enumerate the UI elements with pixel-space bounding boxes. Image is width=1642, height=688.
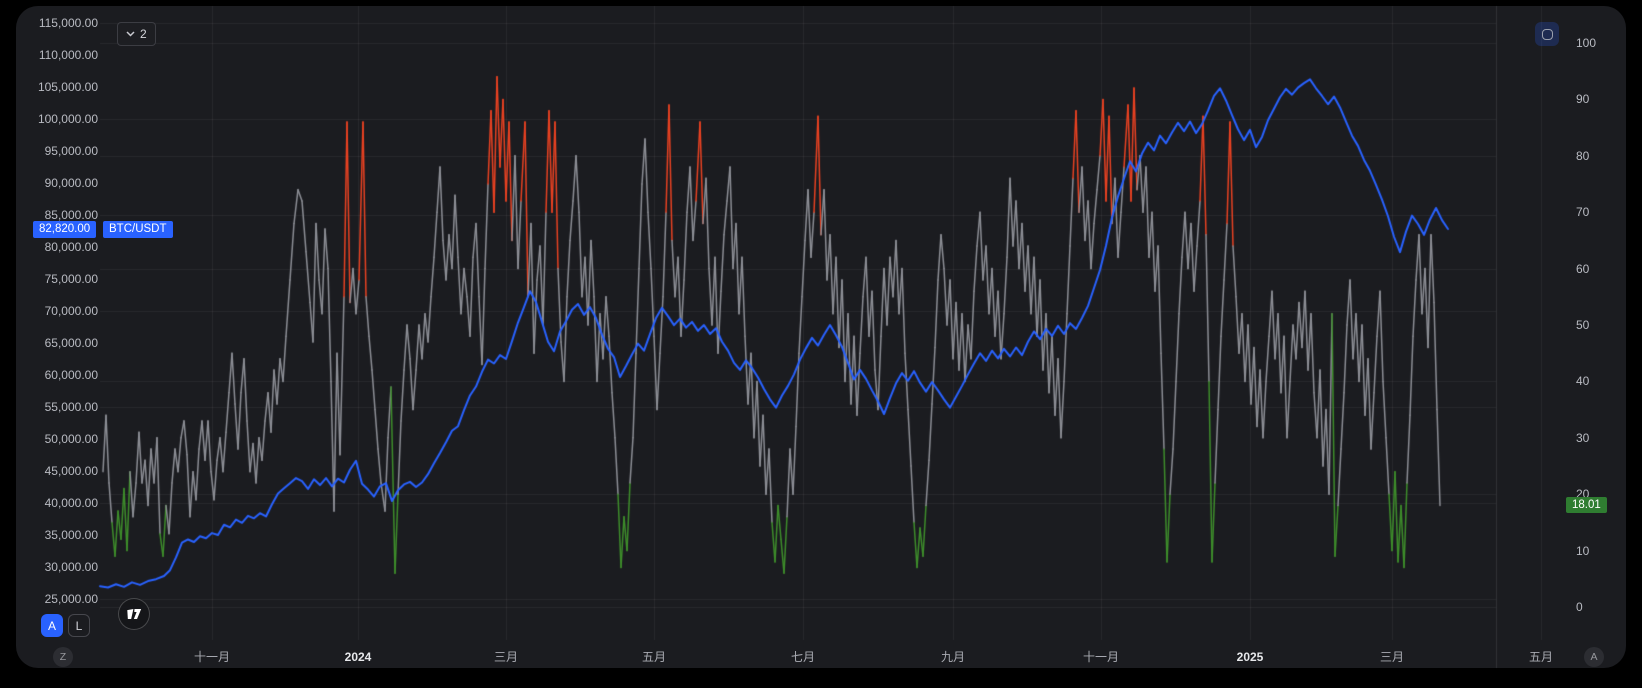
auto-scale-button[interactable]: A [41,614,63,637]
right-axis-label: 60 [1576,261,1590,276]
left-axis-label: 60,000.00 [44,368,98,382]
left-axis-label: 30,000.00 [44,560,98,574]
left-axis-label: 55,000.00 [44,400,98,414]
oscillator-last-value-badge: 18.01 [1566,497,1607,513]
time-axis-label: 三月 [1379,650,1404,664]
left-axis-label: 90,000.00 [44,176,98,190]
right-axis-label: 50 [1576,318,1590,332]
right-axis-label: 10 [1576,543,1590,558]
legend-collapse-button[interactable]: 2 [117,22,156,46]
time-axis-label: 五月 [641,650,666,664]
timezone-button[interactable]: Z [53,647,73,667]
left-price-scale[interactable]: 115,000.00 110,000.00 105,000.00 100,000.00… [0,0,100,650]
left-axis-label: 70,000.00 [44,304,98,318]
time-axis-label: 九月 [940,650,965,664]
scale-toolbar: A L [41,614,90,637]
tradingview-logo[interactable] [118,598,150,630]
time-axis-label: 七月 [790,650,815,664]
left-axis-label: 95,000.00 [44,144,98,158]
right-axis-label: 80 [1576,148,1590,163]
left-axis-label: 40,000.00 [44,496,98,510]
time-axis-label: 十一月 [193,650,230,664]
right-axis-label: 100 [1576,36,1597,50]
time-axis-label: 十一月 [1082,650,1119,664]
left-axis-label: 75,000.00 [44,272,98,286]
left-axis-label: 85,000.00 [44,208,98,222]
time-axis-label: 2025 [1236,650,1264,664]
left-axis-label: 45,000.00 [44,464,98,478]
left-axis-label: 65,000.00 [44,336,98,350]
tradingview-logo-icon [126,609,141,619]
time-scale[interactable]: 十一月 2024 三月 五月 七月 九月 十一月 2025 三月 五月 [0,644,1642,668]
right-axis-label: 30 [1576,430,1590,445]
right-price-scale[interactable]: 100 90 80 70 60 50 40 30 20 10 0 [1570,0,1630,650]
legend-indicator-count: 2 [140,27,147,41]
right-axis-label: 0 [1576,600,1583,614]
right-axis-label: 90 [1576,92,1590,107]
left-axis-label: 100,000.00 [37,112,98,126]
right-axis-label: 70 [1576,205,1590,220]
left-axis-label: 110,000.00 [38,48,98,62]
last-price-badge: 82,820.00 [33,221,97,238]
log-scale-button[interactable]: L [68,614,90,637]
pane-maximize-button[interactable] [1535,22,1559,46]
symbol-badge: BTC/USDT [103,221,173,238]
time-axis-label: 三月 [493,650,518,664]
maximize-icon [1541,28,1553,40]
time-axis-label: 五月 [1528,650,1553,664]
chevron-down-icon [126,31,135,37]
time-axis-label: 2024 [344,650,372,664]
left-axis-label: 50,000.00 [44,432,98,446]
left-axis-label: 25,000.00 [44,592,98,606]
right-axis-label: 40 [1576,374,1590,389]
left-axis-label: 80,000.00 [44,240,98,254]
left-axis-label: 105,000.00 [37,80,98,94]
timescale-settings-button[interactable]: A [1584,647,1604,667]
left-axis-label: 115,000.00 [38,16,98,30]
left-axis-label: 35,000.00 [44,528,98,542]
